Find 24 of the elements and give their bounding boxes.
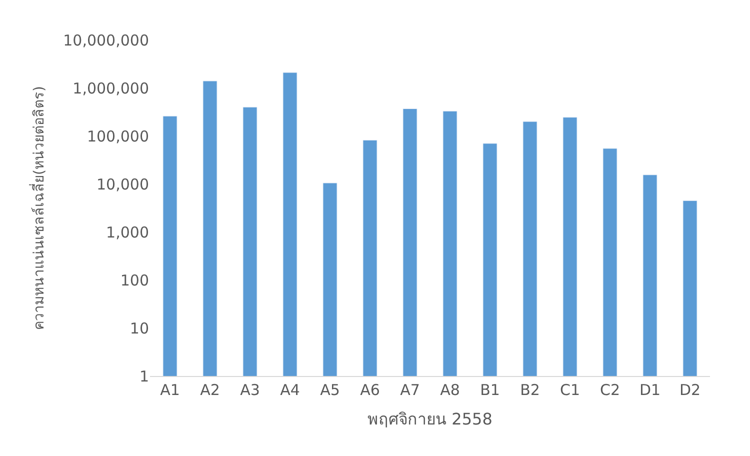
y-tick-label: 10,000,000	[63, 31, 149, 50]
y-tick-label: 1,000,000	[72, 79, 149, 98]
x-tick-label: D1	[639, 381, 661, 399]
y-tick-label: 10,000	[96, 175, 149, 194]
x-tick-label: C1	[560, 381, 580, 399]
x-tick-label: A3	[240, 381, 260, 399]
y-tick-label: 100,000	[86, 127, 149, 146]
x-tick-label: A4	[280, 381, 300, 399]
x-tick-label: A5	[320, 381, 340, 399]
x-tick-label: A8	[440, 381, 460, 399]
y-tick-label: 1,000	[106, 223, 149, 242]
x-tick-label: B1	[480, 381, 500, 399]
x-tick-label: A2	[200, 381, 220, 399]
x-tick-label: A6	[360, 381, 380, 399]
x-tick-label: D2	[679, 381, 701, 399]
x-axis-title: พฤศจิกายน 2558	[368, 410, 492, 429]
y-tick-label: 100	[120, 271, 149, 290]
x-tick-label: A7	[400, 381, 420, 399]
y-axis-title: ความหนาแน่นเซลล์เฉลี่ย(หน่วยต่อลิตร)	[30, 86, 48, 330]
x-tick-label: B2	[520, 381, 540, 399]
y-tick-label: 10	[130, 319, 149, 338]
y-tick-label: 1	[139, 367, 149, 386]
x-tick-label: C2	[600, 381, 620, 399]
x-tick-label: A1	[160, 381, 180, 399]
